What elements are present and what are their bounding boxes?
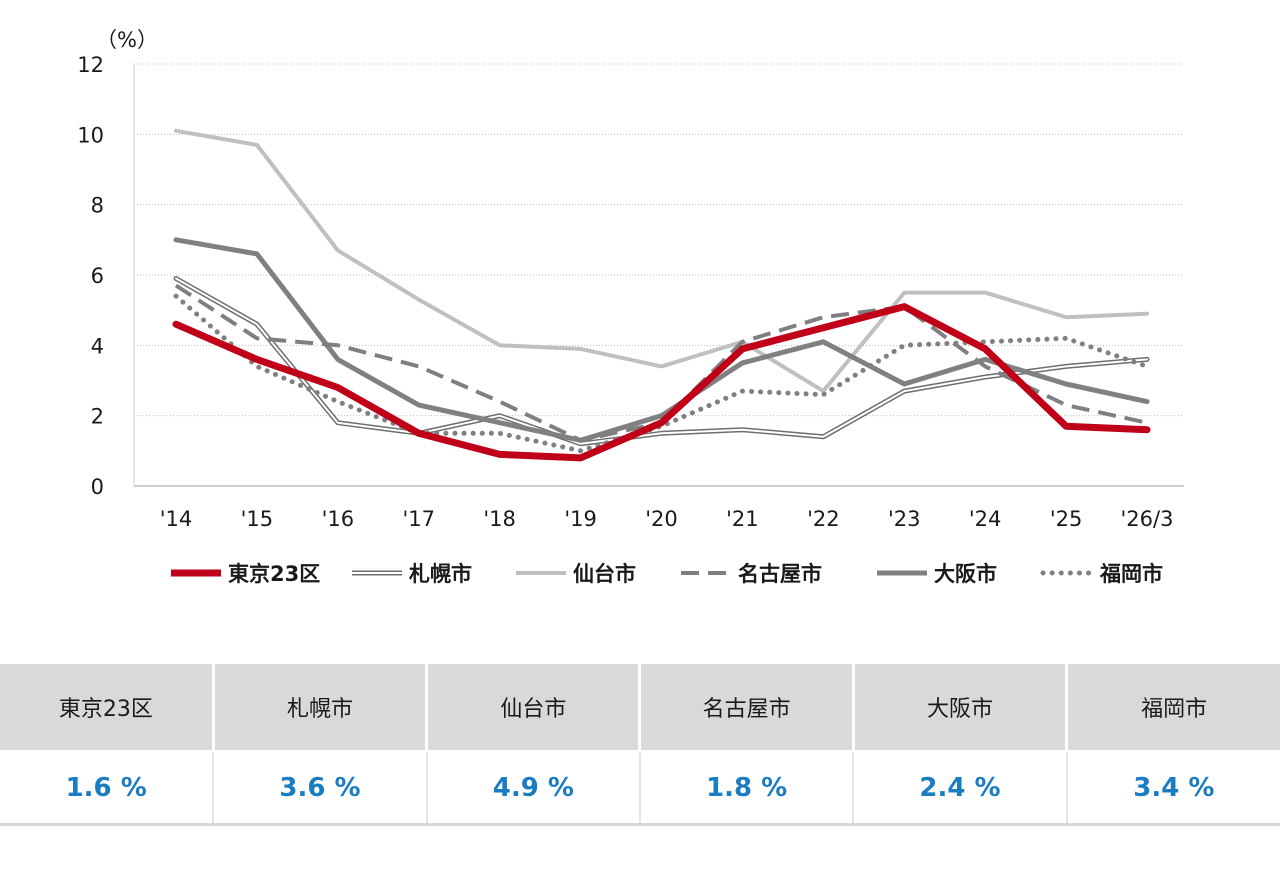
x-tick-label: '21	[726, 507, 759, 531]
legend-item-大阪市: 大阪市	[877, 562, 997, 586]
series-line-福岡市	[173, 293, 1150, 454]
series-line-大阪市	[173, 237, 1150, 443]
legend-label: 東京23区	[228, 562, 320, 586]
y-tick-label: 4	[91, 334, 104, 358]
x-tick-label: '15	[241, 507, 274, 531]
x-tick-label: '22	[807, 507, 840, 531]
legend-label: 仙台市	[573, 562, 636, 586]
series-line-仙台市	[174, 128, 1149, 394]
legend-label: 名古屋市	[738, 562, 822, 586]
legend-item-仙台市: 仙台市	[516, 562, 636, 586]
legend-item-名古屋市: 名古屋市	[681, 562, 822, 586]
table-header-row: 東京23区 札幌市 仙台市 名古屋市 大阪市 福岡市	[0, 664, 1280, 752]
table-value-fukuoka: 3.4 %	[1065, 750, 1280, 826]
x-tick-label: '16	[322, 507, 355, 531]
series-line-札幌市	[173, 276, 1150, 447]
x-axis-ticks: '14 '15 '16 '17 '18 '19 '20 '21 '22 '23 '24 '25 '26/…	[160, 507, 1174, 531]
legend: 東京23区 札幌市 仙台市 名古屋市 大阪市 福岡市	[171, 562, 1163, 586]
x-tick-label: '14	[160, 507, 193, 531]
table-value-nagoya: 1.8 %	[638, 750, 855, 826]
gridlines	[133, 63, 1184, 487]
table-header-sendai: 仙台市	[425, 664, 642, 752]
table-value-tokyo: 1.6 %	[0, 750, 215, 826]
table-header-sapporo: 札幌市	[211, 664, 429, 752]
summary-table: 東京23区 札幌市 仙台市 名古屋市 大阪市 福岡市 1.6 % 3.6 % 4…	[0, 664, 1280, 826]
table-value-osaka: 2.4 %	[852, 750, 1068, 826]
y-tick-label: 6	[91, 264, 104, 288]
y-tick-label: 0	[91, 475, 104, 499]
x-tick-label: '24	[969, 507, 1002, 531]
series-line-東京23区	[172, 303, 1151, 462]
x-tick-label: '25	[1050, 507, 1083, 531]
table-header-fukuoka: 福岡市	[1065, 664, 1280, 752]
line-chart: （%） 0 2 4 6 8 10 12 '14 '15 '16 '17 '18 '19 '20 '21 '2…	[77, 28, 1184, 586]
legend-label: 福岡市	[1099, 562, 1163, 586]
x-tick-label: '17	[403, 507, 436, 531]
y-tick-label: 2	[91, 405, 104, 429]
series-lines	[172, 128, 1151, 462]
table-value-sapporo: 3.6 %	[212, 750, 428, 826]
x-tick-label: '20	[645, 507, 678, 531]
table-header-osaka: 大阪市	[851, 664, 1069, 752]
y-axis-unit-label: （%）	[96, 28, 158, 52]
legend-item-東京23区: 東京23区	[171, 562, 320, 586]
x-tick-label: '23	[888, 507, 921, 531]
table-header-nagoya: 名古屋市	[638, 664, 855, 752]
table-row: 1.6 % 3.6 % 4.9 % 1.8 % 2.4 % 3.4 %	[0, 750, 1280, 826]
y-axis-ticks: 0 2 4 6 8 10 12	[77, 53, 104, 499]
legend-label: 札幌市	[408, 562, 472, 586]
legend-item-札幌市: 札幌市	[352, 562, 472, 586]
y-tick-label: 10	[77, 123, 104, 147]
table-header-tokyo: 東京23区	[0, 664, 215, 752]
x-tick-label: '26/3	[1121, 507, 1174, 531]
y-tick-label: 8	[91, 194, 104, 218]
legend-label: 大阪市	[934, 562, 997, 586]
y-tick-label: 12	[77, 53, 104, 77]
x-tick-label: '19	[564, 507, 597, 531]
legend-item-福岡市: 福岡市	[1040, 562, 1163, 586]
table-value-sendai: 4.9 %	[425, 750, 641, 826]
x-tick-label: '18	[483, 507, 516, 531]
